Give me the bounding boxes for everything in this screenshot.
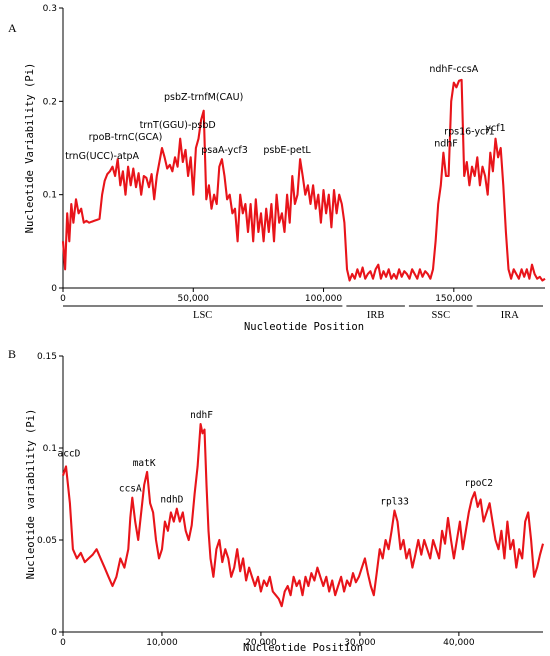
pi-series-line xyxy=(61,78,546,282)
peak-annotation: accD xyxy=(57,449,80,460)
x-tick-label: 10,000 xyxy=(146,638,178,648)
peak-annotation: matK xyxy=(133,458,156,469)
peak-annotation: ndhD xyxy=(160,495,183,506)
peak-annotation: rpoB-trnC(GCA) xyxy=(89,132,163,143)
region-label-ssc: SSC xyxy=(431,310,450,321)
region-label-lsc: LSC xyxy=(193,310,212,321)
region-label-ira: IRA xyxy=(501,310,520,321)
y-tick-label: 0.1 xyxy=(43,444,57,454)
region-label-irb: IRB xyxy=(367,310,385,321)
y-tick-label: 0 xyxy=(51,628,57,638)
peak-annotation: trnT(GGU)-psbD xyxy=(140,120,216,131)
y-tick-label: 0.1 xyxy=(43,191,57,201)
peak-annotation: psaA-ycf3 xyxy=(201,145,248,156)
y-tick-label: 0.15 xyxy=(37,352,57,362)
y-tick-label: 0.3 xyxy=(43,4,57,14)
y-tick-label: 0.2 xyxy=(43,97,57,107)
peak-annotation: ndhF xyxy=(434,139,458,150)
x-tick-label: 100,000 xyxy=(305,294,342,304)
peak-annotation: rpl33 xyxy=(380,497,409,508)
x-tick-label: 150,000 xyxy=(435,294,472,304)
x-tick-label: 50,000 xyxy=(178,294,210,304)
panel-label: B xyxy=(8,347,16,361)
x-axis-title: Nucleotide Position xyxy=(243,642,363,654)
panel-label: A xyxy=(8,21,17,35)
x-tick-label: 30,000 xyxy=(344,638,376,648)
x-tick-label: 20,000 xyxy=(245,638,277,648)
peak-annotation: ndhF-ccsA xyxy=(429,64,478,75)
pi-series-line xyxy=(62,423,545,608)
peak-annotation: psbE-petL xyxy=(263,145,311,156)
x-axis-title: Nucleotide Position xyxy=(244,321,364,333)
peak-annotation: rps16-ycf1 xyxy=(444,127,494,138)
peak-annotation: rpoC2 xyxy=(464,478,493,489)
peak-annotation: trnG(UCC)-atpA xyxy=(65,151,139,162)
peak-annotation: psbZ-trnfM(CAU) xyxy=(164,92,243,103)
peak-annotation: ycf1 xyxy=(485,123,505,134)
y-tick-label: 0.05 xyxy=(37,536,57,546)
peak-annotation: ndhF xyxy=(190,410,213,421)
peak-annotation: ccsA xyxy=(119,484,142,495)
y-axis-title: Nucleotide variability (Pi) xyxy=(25,409,37,580)
chart-panel-a: A 0 0.1 0.2 0.3 0 50,000 100,000 150,000 Nucleoti… xyxy=(8,4,546,333)
y-axis-title: Nucleotide Variability (Pi) xyxy=(24,63,36,234)
x-tick-label: 0 xyxy=(60,638,66,648)
chart-panel-b: B 0 0.05 0.1 0.15 0 10,000 20,000 30,000 40,000 Nu… xyxy=(8,347,545,654)
x-tick-label: 40,000 xyxy=(443,638,475,648)
x-tick-label: 0 xyxy=(60,294,66,304)
y-tick-label: 0 xyxy=(51,284,57,294)
